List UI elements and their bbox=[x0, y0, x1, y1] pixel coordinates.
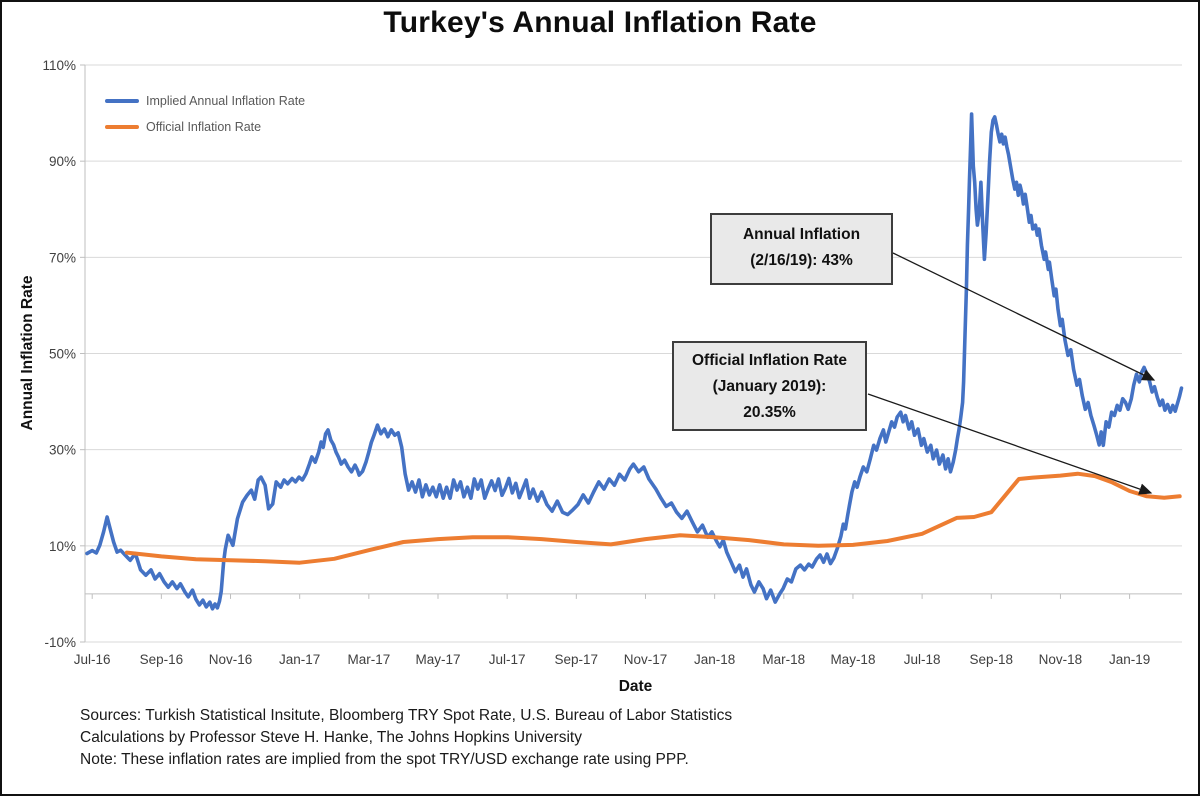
legend-item-implied: Implied Annual Inflation Rate bbox=[105, 88, 305, 114]
svg-text:Sep-17: Sep-17 bbox=[555, 652, 599, 667]
svg-text:Mar-17: Mar-17 bbox=[347, 652, 390, 667]
svg-text:May-17: May-17 bbox=[415, 652, 460, 667]
svg-text:Jul-17: Jul-17 bbox=[489, 652, 526, 667]
legend: Implied Annual Inflation Rate Official I… bbox=[105, 88, 305, 140]
svg-text:90%: 90% bbox=[49, 154, 76, 169]
source-line: Sources: Turkish Statistical Insitute, B… bbox=[80, 707, 733, 724]
annotation-line: (January 2019): bbox=[712, 378, 827, 395]
x-axis-title: Date bbox=[618, 678, 653, 695]
svg-text:Nov-18: Nov-18 bbox=[1039, 652, 1083, 667]
svg-text:Nov-16: Nov-16 bbox=[209, 652, 253, 667]
annotation-line: (2/16/19): 43% bbox=[750, 252, 853, 269]
plot-area: 110% 90% 70% 50% 30% 10% -10% Jul-16 Sep-16 Nov-1… bbox=[42, 58, 1184, 667]
svg-text:Jan-18: Jan-18 bbox=[694, 652, 735, 667]
svg-text:Sep-18: Sep-18 bbox=[970, 652, 1014, 667]
chart-title: Turkey's Annual Inflation Rate bbox=[383, 6, 817, 39]
annotation-annual-inflation: Annual Inflation (2/16/19): 43% bbox=[710, 213, 893, 285]
note-line: Note: These inflation rates are implied … bbox=[80, 751, 689, 768]
annotation-line: Annual Inflation bbox=[742, 226, 861, 243]
svg-text:-10%: -10% bbox=[44, 635, 76, 650]
legend-swatch-implied-icon bbox=[105, 99, 139, 103]
svg-text:Jan-17: Jan-17 bbox=[279, 652, 320, 667]
svg-text:70%: 70% bbox=[49, 250, 76, 265]
calculations-line: Calculations by Professor Steve H. Hanke… bbox=[80, 729, 582, 746]
legend-swatch-official-icon bbox=[105, 125, 139, 129]
y-axis-title: Annual Inflation Rate bbox=[19, 275, 36, 431]
svg-text:30%: 30% bbox=[49, 443, 76, 458]
legend-label-implied: Implied Annual Inflation Rate bbox=[146, 94, 306, 108]
svg-text:Jul-18: Jul-18 bbox=[904, 652, 941, 667]
legend-label-official: Official Inflation Rate bbox=[146, 120, 262, 134]
svg-text:Jan-19: Jan-19 bbox=[1109, 652, 1150, 667]
annotation-line: 20.35% bbox=[743, 404, 796, 421]
legend-item-official: Official Inflation Rate bbox=[105, 114, 305, 140]
annotation-line: Official Inflation Rate bbox=[691, 352, 847, 369]
svg-text:Nov-17: Nov-17 bbox=[624, 652, 668, 667]
svg-text:110%: 110% bbox=[42, 58, 76, 73]
svg-text:Jul-16: Jul-16 bbox=[74, 652, 111, 667]
svg-text:May-18: May-18 bbox=[830, 652, 875, 667]
svg-text:Sep-16: Sep-16 bbox=[140, 652, 184, 667]
annotation-official-inflation: Official Inflation Rate (January 2019): … bbox=[672, 341, 867, 431]
svg-text:10%: 10% bbox=[49, 539, 76, 554]
svg-text:Mar-18: Mar-18 bbox=[762, 652, 805, 667]
source-note: Sources: Turkish Statistical Insitute, B… bbox=[80, 705, 732, 771]
svg-text:50%: 50% bbox=[49, 346, 76, 361]
